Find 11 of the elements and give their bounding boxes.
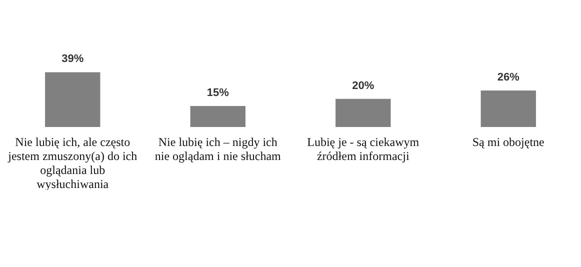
bar (480, 90, 536, 127)
data-label: 26% (497, 71, 520, 84)
x-tick-label: Są mi obojętne (472, 135, 544, 149)
bar (45, 72, 100, 127)
x-tick-label: Nie lubię ich – nigdy ich nie oglądam i nie słucham (154, 135, 282, 163)
bar (336, 98, 391, 127)
x-tick-label: Lubię je - są ciekawym źródłem informacji (307, 135, 420, 163)
data-label: 39% (62, 53, 84, 66)
data-label: 20% (352, 80, 374, 92)
bar (190, 106, 246, 127)
data-label: 15% (206, 86, 230, 99)
